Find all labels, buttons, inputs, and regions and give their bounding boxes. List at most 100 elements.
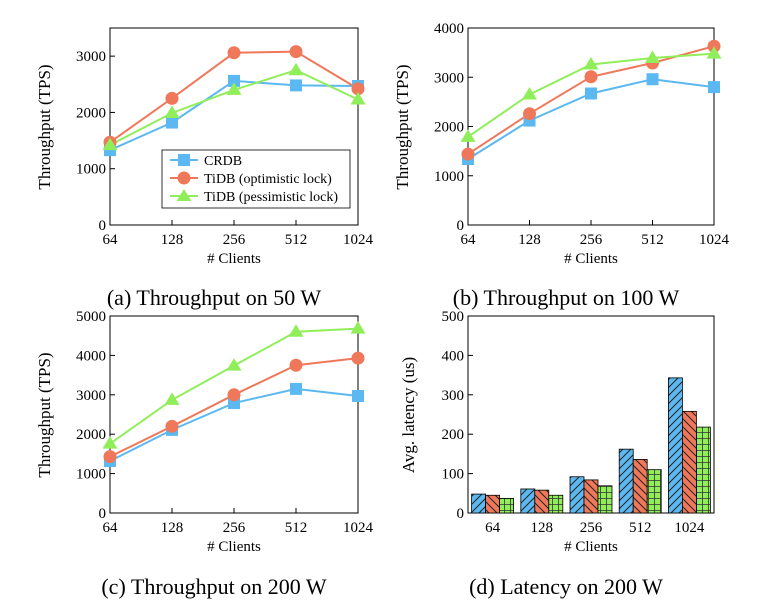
point-crdb (708, 81, 720, 94)
bar-tidb-pessimistic (499, 498, 515, 514)
y-tick-label: 2000 (76, 105, 106, 121)
x-tick-label: 512 (629, 520, 652, 536)
chart-panel-a: 0 1000 2000 3000 64 128 256 512 1024 # Clients Thr… (35, 27, 374, 310)
plot-area: 0 100 200 300 400 500 64 128 256 512 1024 # Clients… (399, 309, 715, 555)
point-tidb-pessimistic (350, 91, 366, 105)
point-tidb-pessimistic (164, 392, 180, 405)
point-tidb-pessimistic (350, 321, 366, 334)
y-tick-label: 400 (442, 348, 465, 364)
y-tick-label: 100 (442, 467, 465, 483)
bar-tidb-pessimistic (696, 426, 711, 514)
x-tick-label: 256 (223, 232, 246, 248)
series-line-tidb-optimistic (109, 50, 359, 144)
x-axis-label: # Clients (207, 251, 261, 267)
y-tick-label: 3000 (76, 49, 106, 65)
point-tidb-pessimistic (102, 137, 118, 151)
legend-marker-tidb-optimistic (177, 171, 191, 185)
bar-crdb (569, 476, 585, 514)
bar-crdb (668, 377, 683, 514)
y-axis-label: Throughput (TPS) (35, 64, 54, 189)
y-tick-label: 3000 (76, 388, 106, 404)
y-tick-label: 0 (457, 506, 465, 522)
x-tick-label: 1024 (343, 520, 374, 536)
panel-caption: (b) Throughput on 100 W (453, 285, 680, 310)
bar-tidb-pessimistic (597, 485, 613, 514)
legend-marker-tidb-pessimistic (176, 189, 192, 201)
plot-area: 0 1000 2000 3000 4000 5000 64 128 256 512 1024 # Cl… (35, 309, 374, 555)
y-tick-label: 1000 (434, 169, 464, 185)
plot-area: 0 1000 2000 3000 64 128 256 512 1024 # Clients Thr… (35, 27, 374, 267)
point-crdb (290, 79, 302, 92)
y-tick-label: 0 (99, 506, 107, 522)
point-tidb-optimistic (289, 358, 303, 372)
point-crdb (646, 73, 659, 86)
legend: CRDB TiDB (optimistic lock) TiDB (pessim… (161, 149, 351, 209)
x-tick-label: 128 (518, 232, 541, 248)
legend-marker-crdb (178, 154, 190, 166)
bar-tidb-optimistic (682, 410, 697, 514)
y-tick-label: 5000 (76, 309, 106, 325)
axes-frame (109, 315, 359, 514)
point-crdb (166, 116, 178, 129)
y-tick-label: 0 (457, 218, 465, 234)
chart-panel-c: 0 1000 2000 3000 4000 5000 64 128 256 512 1024 # Cl… (35, 309, 374, 599)
bar-crdb (520, 488, 536, 514)
point-tidb-optimistic (351, 351, 365, 365)
y-tick-label: 200 (442, 427, 465, 443)
x-tick-label: 512 (641, 232, 664, 248)
bar-tidb-optimistic (632, 459, 648, 514)
x-tick-label: 256 (580, 520, 603, 536)
y-tick-label: 3000 (434, 70, 464, 86)
point-tidb-optimistic (165, 419, 179, 433)
x-tick-label: 512 (285, 520, 308, 536)
y-axis-label: Avg. latency (us) (399, 357, 418, 473)
y-tick-label: 1000 (76, 162, 106, 178)
bar-tidb-pessimistic (646, 469, 662, 514)
x-tick-label: 128 (531, 520, 554, 536)
point-tidb-pessimistic (522, 86, 537, 100)
x-tick-label: 64 (485, 520, 501, 536)
point-tidb-optimistic (523, 107, 536, 121)
y-tick-label: 4000 (434, 21, 464, 37)
point-tidb-pessimistic (460, 129, 476, 142)
point-tidb-pessimistic (288, 324, 304, 337)
x-axis-label: # Clients (564, 251, 618, 267)
x-tick-label: 1024 (674, 520, 705, 536)
bar-crdb (618, 448, 634, 514)
y-axis-label: Throughput (TPS) (35, 352, 54, 477)
point-crdb (585, 87, 597, 100)
x-tick-label: 1024 (699, 232, 730, 248)
point-tidb-optimistic (351, 82, 365, 96)
x-tick-label: 256 (223, 520, 246, 536)
bar-tidb-optimistic (583, 479, 599, 514)
y-tick-label: 300 (442, 388, 465, 404)
plot-area: 0 1000 2000 3000 4000 64 128 256 512 1024 # Client… (393, 21, 730, 267)
bar-tidb-optimistic (485, 494, 501, 514)
point-tidb-optimistic (227, 388, 241, 402)
bar-crdb (471, 493, 487, 514)
point-tidb-optimistic (227, 46, 241, 60)
point-tidb-optimistic (461, 147, 475, 161)
legend-label-tidb-pessimistic: TiDB (pessimistic lock) (204, 190, 338, 205)
point-tidb-optimistic (584, 70, 598, 84)
point-tidb-pessimistic (102, 436, 118, 449)
point-tidb-optimistic (103, 450, 117, 464)
x-axis-label: # Clients (564, 539, 618, 555)
legend-label-crdb: CRDB (204, 154, 242, 169)
x-tick-label: 128 (161, 232, 184, 248)
x-tick-label: 64 (103, 520, 119, 536)
point-tidb-pessimistic (645, 50, 660, 64)
point-tidb-optimistic (289, 45, 303, 59)
point-tidb-optimistic (165, 91, 179, 105)
x-tick-label: 256 (580, 232, 603, 248)
panel-caption: (a) Throughput on 50 W (107, 285, 321, 310)
bar-tidb-optimistic (534, 489, 550, 514)
x-axis-label: # Clients (207, 539, 261, 555)
point-tidb-pessimistic (706, 46, 722, 59)
y-axis-label: Throughput (TPS) (393, 64, 412, 189)
x-tick-label: 512 (285, 232, 308, 248)
legend-label-tidb-optimistic: TiDB (optimistic lock) (204, 172, 332, 187)
series-line-tidb-pessimistic (109, 327, 359, 445)
point-tidb-pessimistic (226, 358, 242, 371)
